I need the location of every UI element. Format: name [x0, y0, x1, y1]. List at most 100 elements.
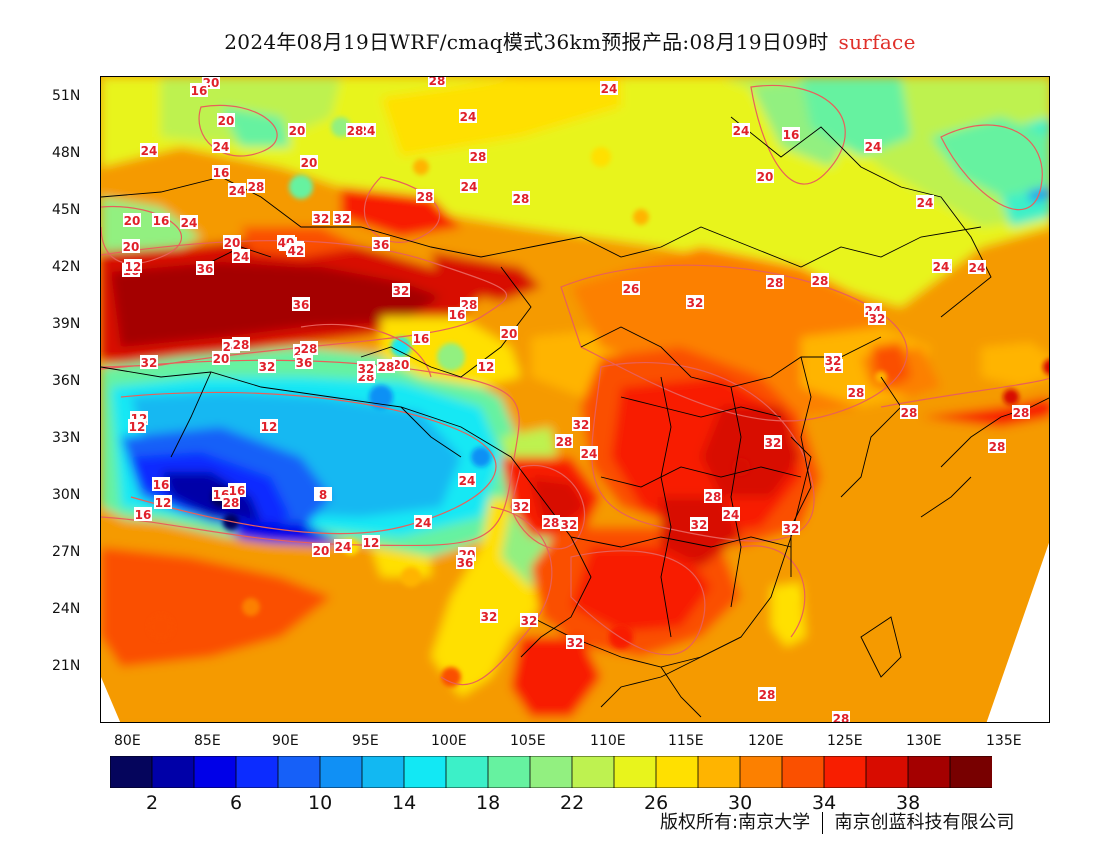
contour-label-bg [300, 155, 318, 169]
contour-label-bg [212, 139, 230, 153]
lat-label: 42N [52, 259, 81, 275]
forecast-map: 20 16 20 24 24 16 20 28 24 24 16 24 20 24 16 24 20 28 24 28… [100, 76, 1050, 723]
contour-label: 32 [393, 284, 410, 298]
contour-label: 28 [705, 490, 722, 504]
contour-label: 28 [248, 180, 265, 194]
colorbar [110, 756, 992, 788]
contour-label-bg [764, 435, 782, 449]
lon-label: 90E [272, 733, 299, 749]
contour-label: 28 [901, 406, 918, 420]
contour-label-bg [782, 127, 800, 141]
contour-label: 24 [213, 140, 230, 154]
colorbar-swatch [319, 756, 363, 788]
contour-label: 32 [358, 362, 375, 376]
colorbar-swatch [907, 756, 951, 788]
contour-label: 28 [556, 435, 573, 449]
contour-label-bg [722, 507, 740, 521]
contour-label: 12 [363, 536, 380, 550]
contour-label-bg [414, 515, 432, 529]
colorbar-label: 18 [476, 792, 501, 814]
lat-label: 51N [52, 88, 81, 104]
contour-label-bg [500, 326, 518, 340]
contour-label: 16 [229, 484, 246, 498]
copyright-text: 版权所有:南京大学 [660, 812, 811, 833]
colorbar-label: 30 [728, 792, 753, 814]
lat-label: 39N [52, 316, 81, 332]
contour-label-bg [228, 183, 246, 197]
contour-label: 20 [301, 156, 318, 170]
contour-label-bg [217, 113, 235, 127]
colorbar-label: 34 [812, 792, 837, 814]
contour-label-bg [690, 517, 708, 531]
contour-label-bg [314, 487, 332, 501]
contour-label: 16 [153, 478, 170, 492]
contour-label-bg [900, 405, 918, 419]
lat-label: 30N [52, 487, 81, 503]
contour-label: 12 [261, 420, 278, 434]
lat-label: 21N [52, 658, 81, 674]
contour-label: 20 [224, 236, 241, 250]
contour-label: 32 [141, 356, 158, 370]
copyright-footer: 版权所有:南京大学 南京创蓝科技有限公司 [660, 808, 1015, 834]
contour-label-bg [520, 613, 538, 627]
contour-label-bg [124, 259, 142, 273]
contour-label: 16 [413, 332, 430, 346]
contour-label: 12 [478, 360, 495, 374]
contour-label: 24 [601, 82, 618, 96]
contour-label-bg [372, 237, 390, 251]
lat-label: 48N [52, 145, 81, 161]
contour-label-bg [1012, 405, 1030, 419]
contour-label-bg [555, 434, 573, 448]
contour-label: 28 [378, 360, 395, 374]
contour-label-bg [512, 191, 530, 205]
contour-label-bg [512, 499, 530, 513]
contour-label-bg [460, 179, 478, 193]
contour-label: 20 [289, 124, 306, 138]
contour-label: 24 [461, 180, 478, 194]
colorbar-swatch [445, 756, 489, 788]
contour-label: 24 [415, 516, 432, 530]
colorbar-label: 6 [230, 792, 243, 814]
contour-label: 20 [213, 352, 230, 366]
contour-label: 28 [347, 124, 364, 138]
contour-label: 36 [373, 238, 390, 252]
contour-label: 32 [513, 500, 530, 514]
contour-label: 28 [429, 77, 446, 88]
title-level: surface [838, 30, 916, 54]
lat-label: 45N [52, 202, 81, 218]
contour-label-bg [357, 361, 375, 375]
contour-label-bg [223, 235, 241, 249]
contour-lines [101, 84, 1049, 686]
contour-label-bg [287, 243, 305, 257]
contour-label: 28 [543, 516, 560, 530]
contour-label-bg [152, 477, 170, 491]
contour-label-bg [123, 213, 141, 227]
contour-label: 32 [334, 212, 351, 226]
contour-label-bg [377, 359, 395, 373]
contour-label: 28 [513, 192, 530, 206]
contour-label: 28 [767, 276, 784, 290]
colorbar-label: 2 [146, 792, 159, 814]
contour-label-bg [212, 351, 230, 365]
colorbar-swatch [487, 756, 531, 788]
contour-label-bg [477, 359, 495, 373]
colorbar-swatch [571, 756, 615, 788]
contour-label-bg [756, 169, 774, 183]
colorbar-swatch [151, 756, 195, 788]
contour-label-bg [392, 357, 410, 371]
colorbar-swatch [697, 756, 741, 788]
contour-label-bg [196, 261, 214, 275]
contour-label: 28 [233, 338, 250, 352]
contour-label: 16 [153, 214, 170, 228]
contour-label: 16 [783, 128, 800, 142]
contour-label-bg [580, 446, 598, 460]
contour-label-bg [288, 123, 306, 137]
contour-label-bg [766, 275, 784, 289]
contour-label: 20 [123, 240, 140, 254]
lon-label: 105E [510, 733, 546, 749]
colorbar-swatch [781, 756, 825, 788]
contour-label-bg [560, 517, 578, 531]
contour-label-bg [392, 283, 410, 297]
